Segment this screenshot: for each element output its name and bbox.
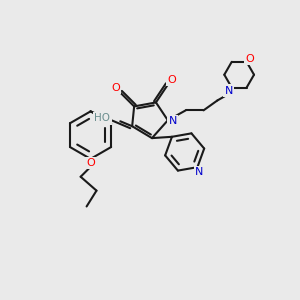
Text: N: N <box>169 116 177 126</box>
Text: O: O <box>167 75 176 85</box>
Text: N: N <box>225 85 233 95</box>
Text: HO: HO <box>94 113 110 123</box>
Text: N: N <box>195 167 204 177</box>
Text: O: O <box>86 158 95 168</box>
Text: O: O <box>111 82 120 93</box>
Text: O: O <box>245 54 254 64</box>
